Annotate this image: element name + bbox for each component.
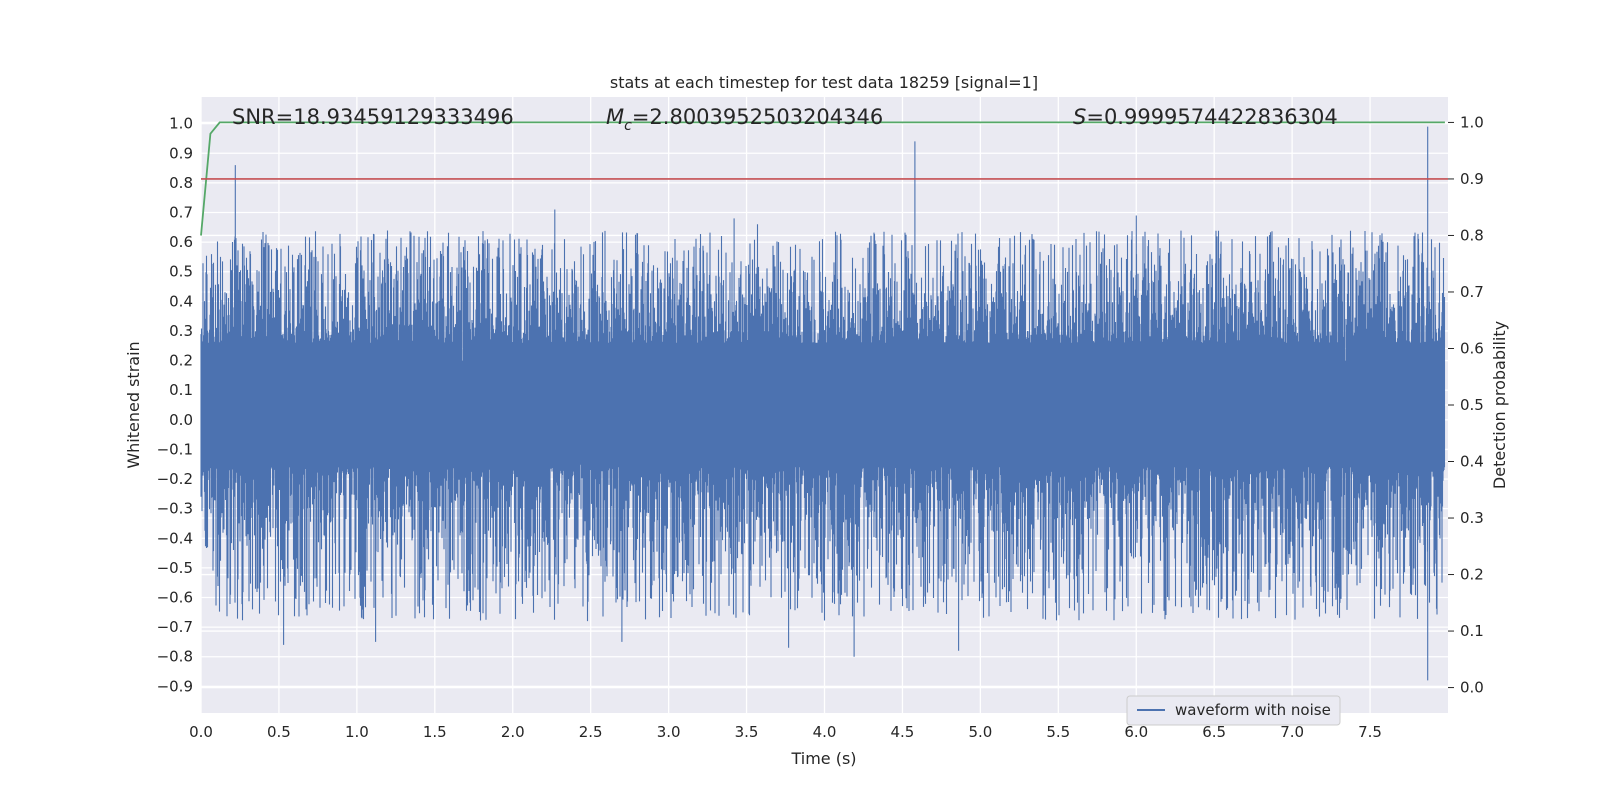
- chirp-mass-value: =2.8003952503204346: [632, 105, 883, 129]
- s-value: =0.9999574422836304: [1086, 105, 1337, 129]
- snr-annotation: SNR=18.93459129333496: [232, 105, 514, 129]
- y2-tick-label: 1.0: [1460, 113, 1484, 131]
- x-tick-label: 1.5: [423, 723, 447, 741]
- x-tick-label: 4.5: [891, 723, 915, 741]
- x-tick-label: 7.0: [1280, 723, 1304, 741]
- y-axis-label: Whitened strain: [124, 341, 143, 468]
- legend-entry-waveform: waveform with noise: [1175, 701, 1331, 719]
- y-tick-label: 1.0: [169, 115, 193, 133]
- y2-axis-label: Detection probability: [1490, 321, 1509, 489]
- x-axis-label: Time (s): [790, 749, 856, 768]
- y2-tick-label: 0.9: [1460, 170, 1484, 188]
- y-tick-label: 0.3: [169, 322, 193, 340]
- series-detection-probability: [200, 121, 1445, 236]
- y2-tick-label: 0.2: [1460, 566, 1484, 584]
- x-tick-label: 1.0: [345, 723, 369, 741]
- x-tick-label: 4.0: [813, 723, 837, 741]
- y-tick-label: −0.2: [157, 470, 193, 488]
- x-tick-label: 3.0: [657, 723, 681, 741]
- y-tick-label: 0.6: [169, 233, 193, 251]
- y-tick-label: −0.8: [157, 648, 193, 666]
- y-tick-label: −0.5: [157, 559, 193, 577]
- y-axis-right: 1.0 0.9 0.8 0.7 0.6 0.5 0.4 0.3 0.2 0.1 0.0: [1448, 113, 1484, 697]
- x-tick-label: 7.5: [1358, 723, 1382, 741]
- y2-tick-label: 0.7: [1460, 283, 1484, 301]
- y2-tick-label: 0.3: [1460, 509, 1484, 527]
- y-tick-label: −0.3: [157, 500, 193, 518]
- y-tick-label: 0.7: [169, 204, 193, 222]
- x-tick-label: 6.0: [1124, 723, 1148, 741]
- x-tick-label: 0.5: [267, 723, 291, 741]
- chirp-mass-symbol: M: [606, 105, 624, 129]
- x-tick-label: 2.5: [579, 723, 603, 741]
- x-axis: 0.0 0.5 1.0 1.5 2.0 2.5 3.0 3.5 4.0 4.5 5.0 5.5 6.0 6…: [189, 723, 1382, 741]
- y-tick-label: −0.9: [157, 677, 193, 695]
- y-axis-left: 1.0 0.9 0.8 0.7 0.6 0.5 0.4 0.3 0.2 0.1 0.0 −0.1 −0.…: [157, 115, 193, 696]
- y-tick-label: −0.4: [157, 529, 193, 547]
- y2-tick-label: 0.1: [1460, 622, 1484, 640]
- y-tick-label: 0.2: [169, 352, 193, 370]
- y-tick-label: −0.7: [157, 618, 193, 636]
- y2-tick-label: 0.4: [1460, 453, 1484, 471]
- y2-tick-label: 0.6: [1460, 339, 1484, 357]
- legend: waveform with noise: [1126, 695, 1341, 726]
- y-tick-label: 0.1: [169, 381, 193, 399]
- y-tick-label: 0.4: [169, 292, 193, 310]
- chirp-mass-annotation: Mc=2.8003952503204346: [606, 105, 883, 134]
- y-tick-label: 0.5: [169, 263, 193, 281]
- chart-title: stats at each timestep for test data 182…: [610, 73, 1038, 92]
- y2-tick-label: 0.5: [1460, 396, 1484, 414]
- waveform-core-band: [201, 360, 1445, 459]
- x-tick-label: 0.0: [189, 723, 213, 741]
- x-tick-label: 6.5: [1202, 723, 1226, 741]
- y-tick-label: −0.1: [157, 440, 193, 458]
- y-tick-label: 0.0: [169, 411, 193, 429]
- legend-box: [1126, 695, 1341, 726]
- y2-tick-label: 0.8: [1460, 226, 1484, 244]
- y-tick-label: 0.9: [169, 144, 193, 162]
- x-tick-label: 5.5: [1046, 723, 1070, 741]
- series-layer: [200, 121, 1448, 681]
- y2-tick-label: 0.0: [1460, 679, 1484, 697]
- x-tick-label: 2.0: [501, 723, 525, 741]
- chirp-mass-subscript: c: [624, 118, 632, 134]
- y-tick-label: −0.6: [157, 589, 193, 607]
- s-annotation: S=0.9999574422836304: [1073, 105, 1338, 129]
- x-tick-label: 5.0: [968, 723, 992, 741]
- y-tick-label: 0.8: [169, 174, 193, 192]
- x-tick-label: 3.5: [735, 723, 759, 741]
- s-symbol: S: [1073, 105, 1086, 129]
